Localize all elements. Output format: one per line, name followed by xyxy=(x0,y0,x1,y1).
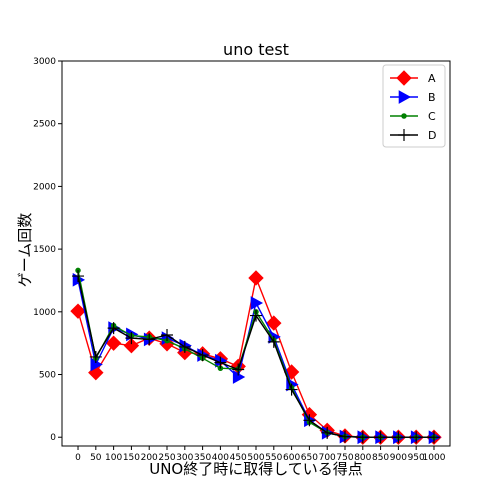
x-tick-label: 600 xyxy=(283,453,300,463)
data-point xyxy=(321,426,334,439)
series-A xyxy=(70,270,442,445)
x-tick-label: 700 xyxy=(319,453,336,463)
y-tick-label: 2500 xyxy=(33,120,56,130)
data-point xyxy=(161,329,174,342)
data-point xyxy=(392,431,405,444)
x-tick-label: 900 xyxy=(390,453,407,463)
data-point xyxy=(410,431,423,444)
x-tick-label: 850 xyxy=(372,453,389,463)
x-axis-label: UNO終了時に取得している得点 xyxy=(149,460,363,478)
series-layer xyxy=(70,267,442,445)
legend-label: D xyxy=(428,129,436,142)
data-point xyxy=(248,270,264,286)
x-tick-label: 0 xyxy=(75,453,81,463)
y-tick-label: 1000 xyxy=(33,308,56,318)
y-tick-label: 0 xyxy=(50,433,56,443)
x-tick-label: 500 xyxy=(247,453,264,463)
legend-marker xyxy=(396,70,412,86)
x-tick-label: 150 xyxy=(123,453,140,463)
chart-title: uno test xyxy=(223,40,289,59)
legend-marker xyxy=(401,113,407,119)
x-tick-label: 550 xyxy=(265,453,282,463)
series-B xyxy=(72,272,442,445)
y-tick-label: 1500 xyxy=(33,245,56,255)
data-point xyxy=(427,431,440,444)
legend-marker xyxy=(398,129,410,141)
data-point xyxy=(338,430,351,443)
x-tick-label: 400 xyxy=(212,453,229,463)
data-point xyxy=(356,431,369,444)
data-point xyxy=(123,337,140,354)
legend-box xyxy=(382,64,446,148)
data-point xyxy=(285,383,298,396)
data-point xyxy=(178,340,191,353)
x-tick-label: 950 xyxy=(408,453,425,463)
data-point xyxy=(303,414,316,427)
legend-label: C xyxy=(428,110,436,123)
x-tick-label: 350 xyxy=(194,453,211,463)
x-tick-label: 300 xyxy=(176,453,193,463)
x-tick-label: 100 xyxy=(105,453,122,463)
y-axis-label: ゲーム回数 xyxy=(16,213,34,288)
x-tick-label: 50 xyxy=(90,453,102,463)
data-point xyxy=(214,356,227,369)
data-point xyxy=(125,332,138,345)
legend-marker xyxy=(398,90,412,104)
series-line xyxy=(77,270,434,438)
data-point xyxy=(267,335,280,348)
x-tick-label: 250 xyxy=(158,453,175,463)
y-tick-label: 2000 xyxy=(33,182,56,192)
data-point xyxy=(89,350,102,363)
data-point xyxy=(232,363,245,376)
series-C xyxy=(75,267,437,440)
series-D xyxy=(72,270,440,444)
legend-label: A xyxy=(428,72,436,85)
data-point xyxy=(250,309,262,322)
x-tick-label: 1000 xyxy=(423,453,446,463)
y-tick-label: 3000 xyxy=(33,57,56,67)
x-tick-label: 200 xyxy=(141,453,158,463)
data-point xyxy=(105,335,122,351)
x-tick-label: 800 xyxy=(354,453,371,463)
data-point xyxy=(196,349,209,362)
legend-label: B xyxy=(428,91,436,104)
x-tick-label: 750 xyxy=(336,453,353,463)
data-point xyxy=(70,303,86,319)
y-tick-label: 500 xyxy=(39,371,56,381)
x-tick-label: 650 xyxy=(301,453,318,463)
data-point xyxy=(72,270,85,283)
data-point xyxy=(143,333,156,346)
data-point xyxy=(374,431,387,444)
data-point xyxy=(107,322,120,335)
data-point xyxy=(266,315,282,331)
data-point xyxy=(250,296,264,310)
x-tick-label: 450 xyxy=(230,453,247,463)
